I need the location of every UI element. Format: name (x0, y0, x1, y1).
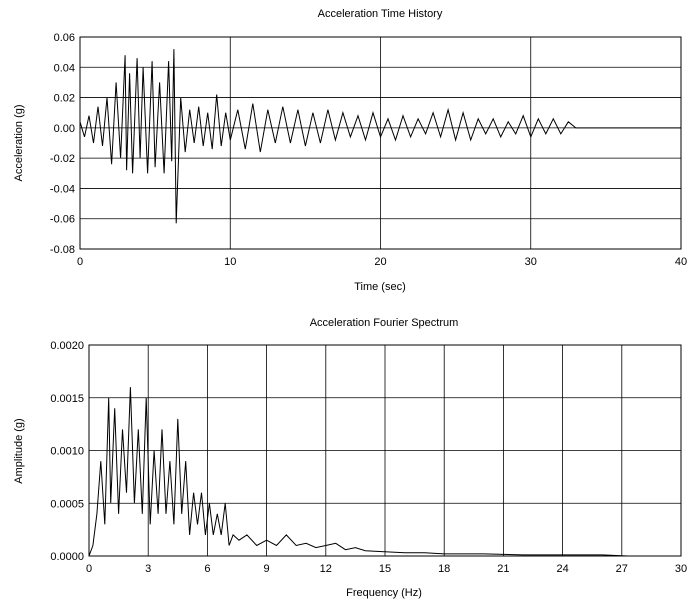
x-tick-label: 12 (320, 563, 332, 575)
y-tick-label: 0.0005 (50, 498, 84, 510)
y-tick-label: 0.00 (54, 123, 75, 135)
x-tick-label: 0 (86, 563, 92, 575)
x-tick-label: 40 (675, 256, 687, 268)
y-tick-label: 0.04 (54, 62, 75, 74)
x-axis-label: Frequency (Hz) (346, 587, 422, 599)
chart-acceleration-time-history: Acceleration Time History 0 10 20 30 40 -0.08… (13, 8, 687, 293)
y-tick-label: 0.0020 (50, 340, 84, 352)
x-tick-label: 24 (556, 563, 568, 575)
y-tick-label: 0.02 (54, 93, 75, 105)
grid (88, 344, 682, 557)
x-tick-label: 18 (438, 563, 450, 575)
x-tick-label: 3 (145, 563, 151, 575)
grid (79, 36, 682, 250)
y-tick-label: -0.08 (50, 244, 75, 256)
x-axis-label: Time (sec) (354, 281, 406, 293)
x-tick-label: 6 (204, 563, 210, 575)
y-tick-label: 0.0010 (50, 446, 84, 458)
y-tick-label: 0.0015 (50, 393, 84, 405)
x-tick-label: 27 (616, 563, 628, 575)
x-tick-label: 10 (224, 256, 236, 268)
y-axis-label: Amplitude (g) (13, 418, 25, 483)
chart-title: Acceleration Fourier Spectrum (310, 317, 459, 329)
y-tick-label: 0.0000 (50, 551, 84, 563)
y-tick-label: -0.06 (50, 214, 75, 226)
tick-labels: 0 3 6 9 12 15 18 21 24 27 30 0.0000 0.0005 0.0010 0.00… (50, 340, 687, 575)
y-tick-label: -0.02 (50, 153, 75, 165)
x-tick-label: 20 (374, 256, 386, 268)
x-tick-label: 9 (264, 563, 270, 575)
x-tick-label: 30 (675, 563, 687, 575)
x-tick-label: 21 (497, 563, 509, 575)
plot-frame (88, 344, 682, 557)
y-axis-label: Acceleration (g) (13, 104, 25, 181)
x-tick-label: 0 (77, 256, 83, 268)
series-line (79, 49, 681, 224)
x-tick-label: 15 (379, 563, 391, 575)
x-tick-label: 30 (525, 256, 537, 268)
tick-labels: 0 10 20 30 40 -0.08 -0.06 -0.04 -0.02 0.00 0.02 0.0… (50, 32, 687, 268)
plot-frame (79, 36, 682, 250)
chart-acceleration-fourier-spectrum: Acceleration Fourier Spectrum 0 3 6 9 12 15 18… (13, 317, 687, 599)
y-tick-label: 0.06 (54, 32, 75, 44)
chart-title: Acceleration Time History (318, 8, 443, 20)
series-line (88, 387, 628, 557)
y-tick-label: -0.04 (50, 183, 75, 195)
